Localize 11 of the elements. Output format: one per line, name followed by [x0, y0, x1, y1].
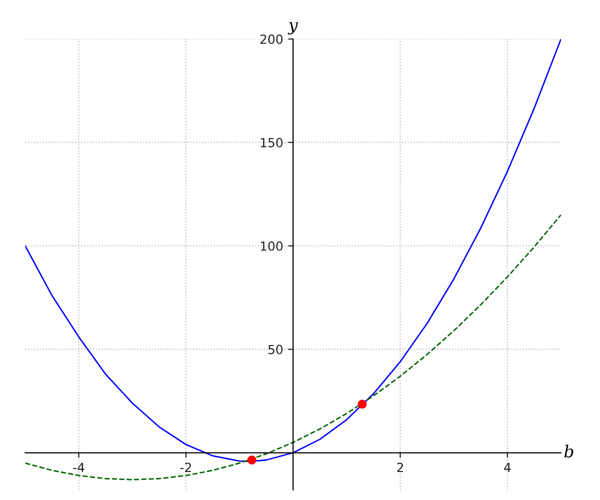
- x-tick-label: 4: [504, 462, 511, 472]
- y-tick-label: 100: [260, 241, 283, 251]
- x-tick-label: 2: [397, 462, 403, 472]
- y-axis-title: y: [288, 22, 298, 34]
- x-tick-label: -4: [73, 462, 84, 472]
- x-axis-title: b: [564, 444, 574, 458]
- x-tick-label: -2: [180, 462, 191, 472]
- y-tick-label: 150: [260, 138, 283, 148]
- y-tick-label: 200: [260, 34, 283, 44]
- line-series: [25, 214, 561, 480]
- y-tick-label: 50: [268, 344, 283, 354]
